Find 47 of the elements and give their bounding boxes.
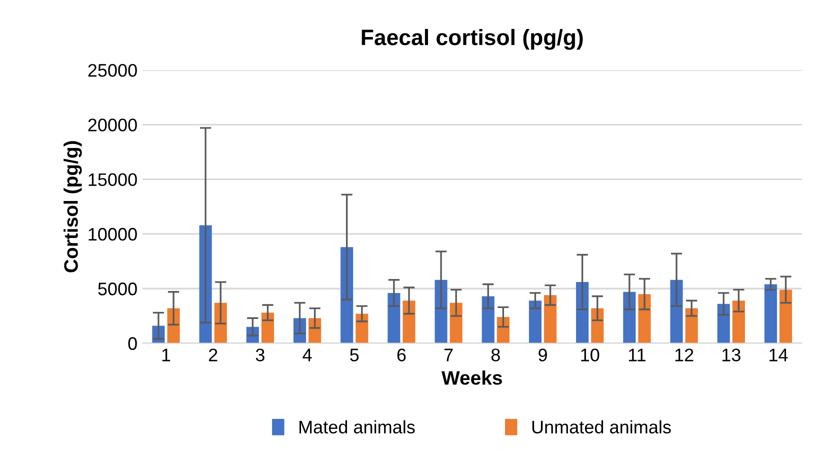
x-tick-label: 4 bbox=[302, 348, 312, 362]
y-axis-title: Cortisol (pg/g) bbox=[64, 141, 82, 272]
x-tick-label: 11 bbox=[628, 348, 646, 362]
x-tick-label: 3 bbox=[256, 348, 264, 362]
bar bbox=[717, 304, 730, 344]
bar bbox=[356, 314, 368, 344]
bar bbox=[591, 308, 604, 344]
legend-label: Mated animals bbox=[300, 420, 415, 434]
bar bbox=[388, 292, 400, 344]
x-tick-label: 10 bbox=[581, 348, 600, 362]
bar bbox=[670, 280, 683, 344]
x-tick-label: 2 bbox=[208, 348, 218, 362]
bar bbox=[482, 296, 494, 344]
y-tick-label: 20000 bbox=[88, 118, 137, 132]
bar bbox=[764, 284, 777, 344]
x-tick-label: 12 bbox=[675, 348, 694, 362]
y-tick-label: 5000 bbox=[98, 282, 137, 296]
bar bbox=[402, 300, 416, 344]
bar bbox=[780, 290, 792, 344]
bar bbox=[340, 247, 354, 344]
bar bbox=[623, 292, 636, 344]
bar bbox=[732, 300, 745, 344]
bar bbox=[496, 317, 510, 344]
x-tick-label: 7 bbox=[444, 348, 453, 362]
bar bbox=[685, 308, 698, 344]
x-tick-label: 8 bbox=[491, 348, 500, 362]
x-tick-label: 9 bbox=[538, 348, 547, 362]
chart-title: Faecal cortisol (pg/g) bbox=[362, 28, 583, 50]
x-axis-title: Weeks bbox=[442, 370, 502, 385]
bar bbox=[638, 294, 651, 344]
bar bbox=[261, 312, 274, 344]
bar bbox=[544, 295, 557, 344]
x-tick-label: 6 bbox=[397, 348, 406, 362]
bar bbox=[450, 302, 462, 344]
x-tick-label: 13 bbox=[722, 348, 740, 362]
x-tick-label: 14 bbox=[770, 348, 788, 362]
bar bbox=[434, 280, 448, 344]
y-tick-label: 25000 bbox=[88, 64, 137, 77]
y-tick-label: 15000 bbox=[88, 173, 137, 186]
x-tick-label: 5 bbox=[350, 348, 359, 362]
y-tick-label: 0 bbox=[128, 337, 137, 350]
bar bbox=[528, 300, 542, 344]
y-tick-label: 10000 bbox=[88, 228, 137, 241]
legend-label: Unmated animals bbox=[532, 420, 671, 434]
bar bbox=[214, 302, 227, 344]
bar bbox=[576, 282, 589, 344]
x-tick-label: 1 bbox=[162, 348, 170, 362]
